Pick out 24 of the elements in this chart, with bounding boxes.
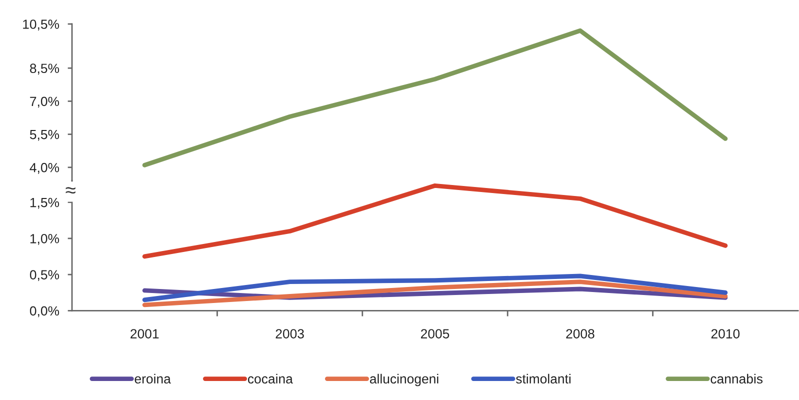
y-tick-label: 7,0% (30, 96, 60, 108)
x-tick-label: 2003 (276, 329, 304, 338)
legend-label: cannabis (710, 374, 763, 384)
y-tick-label: 10,5% (23, 20, 60, 30)
x-tick-label: 2010 (711, 329, 740, 338)
y-tick-label: 1,5% (30, 198, 60, 209)
y-tick-label: 1,0% (30, 234, 60, 245)
y-tick-label: 5,5% (30, 130, 60, 141)
x-tick-label: 2001 (130, 329, 159, 338)
line-series (142, 280, 728, 308)
legend-label: eroina (134, 374, 171, 384)
line-series (142, 183, 728, 259)
legend-label: allucinogeni (370, 374, 438, 386)
line-series (142, 274, 728, 302)
y-tick-label: 8,5% (30, 64, 60, 75)
y-tick-label: 0,5% (30, 270, 60, 282)
annotation: ≈ (66, 187, 76, 194)
line-series (142, 28, 728, 168)
legend-label: stimolanti (516, 374, 570, 384)
x-tick-label: 2005 (420, 329, 450, 338)
y-tick-label: 4,0% (30, 162, 60, 174)
x-tick-label: 2008 (566, 329, 594, 338)
legend-label: cocaina (248, 374, 293, 384)
y-tick-label: 0,0% (30, 306, 60, 318)
